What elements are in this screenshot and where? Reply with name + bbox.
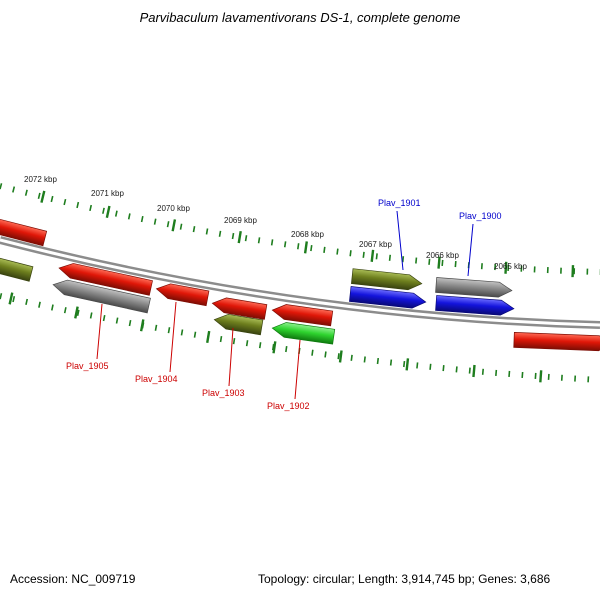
gene-labels: Plav_1905 Plav_1904 Plav_1903 Plav_1902 …	[66, 198, 502, 411]
gene-arrow-red	[271, 304, 334, 327]
gene-label-plav-1901: Plav_1901	[378, 198, 421, 208]
gene-arrow-gray	[52, 279, 151, 314]
gene-arrow-red	[0, 215, 48, 247]
gene-arrow-olive	[213, 313, 264, 336]
ruler-label: 2068 kbp	[291, 230, 324, 239]
gene-arrow-red	[211, 297, 268, 320]
gene-arrow-olive	[0, 255, 34, 282]
leader-line-plav-1901	[396, 210, 404, 271]
gene-arrow-gray	[435, 277, 513, 298]
ruler-label: 2070 kbp	[157, 204, 190, 213]
gene-arrow-red	[58, 263, 153, 296]
leader-line-plav-1903	[228, 327, 234, 387]
leader-line-plav-1905	[96, 303, 103, 360]
gene-arrow-red	[155, 283, 210, 307]
gene-label-plav-1900: Plav_1900	[459, 211, 502, 221]
gene-arrow-blue	[349, 286, 427, 309]
gene-arrow-blue	[435, 295, 515, 316]
gene-label-plav-1903: Plav_1903	[202, 388, 245, 398]
ruler-label: 2066 kbp	[426, 251, 459, 260]
gene-arrows	[0, 215, 600, 352]
ruler-label: 2072 kbp	[24, 175, 57, 184]
genome-backbone	[0, 236, 600, 329]
leader-line-plav-1904	[169, 301, 177, 373]
gene-arrow-red	[513, 332, 600, 352]
footer: Accession: NC_009719 Topology: circular;…	[10, 572, 551, 586]
ruler-ticks-inner	[0, 290, 600, 386]
backbone-gap	[0, 238, 600, 327]
gene-arrow-olive	[351, 268, 423, 291]
gene-arrow-green	[271, 322, 336, 345]
page-title: Parvibaculum lavamentivorans DS-1, compl…	[140, 10, 461, 25]
ruler-label: 2065 kbp	[494, 262, 527, 271]
ruler-ticks-inner-minor	[0, 293, 600, 383]
footer-stats: Topology: circular; Length: 3,914,745 bp…	[258, 572, 551, 586]
ruler-label: 2071 kbp	[91, 189, 124, 198]
ruler-label: 2069 kbp	[224, 216, 257, 225]
ruler-labels: 2072 kbp 2071 kbp 2070 kbp 2069 kbp 2068…	[24, 175, 527, 271]
footer-accession: Accession: NC_009719	[10, 572, 136, 586]
leader-line-plav-1900	[467, 223, 474, 277]
ruler-label: 2067 kbp	[359, 240, 392, 249]
gene-label-plav-1904: Plav_1904	[135, 374, 178, 384]
gene-label-plav-1902: Plav_1902	[267, 401, 310, 411]
leader-line-plav-1902	[294, 339, 301, 400]
gene-label-plav-1905: Plav_1905	[66, 361, 109, 371]
